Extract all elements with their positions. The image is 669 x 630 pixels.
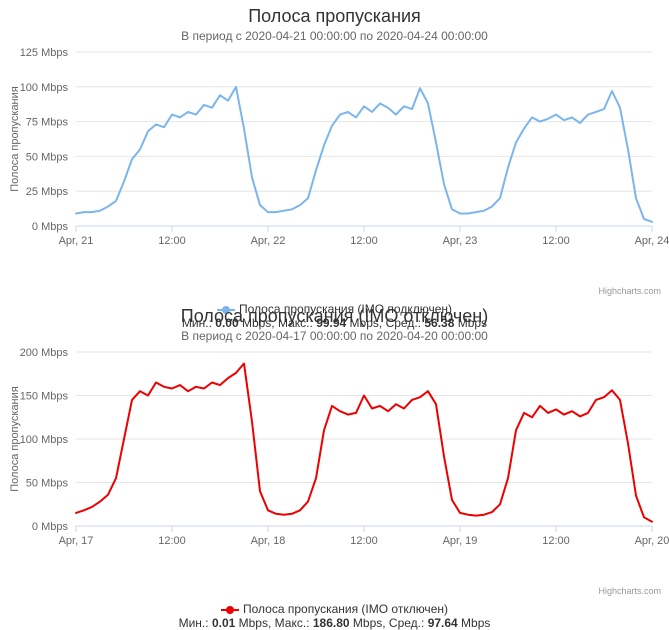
legend-marker-icon [221,604,239,616]
ytick-label: 150 Mbps [20,391,69,403]
charts-container: Полоса пропускания В период с 2020-04-21 … [0,0,669,600]
chart-subtitle: В период с 2020-04-21 00:00:00 по 2020-0… [181,29,488,43]
xtick-label: Apr, 20 [635,535,669,547]
legend-series[interactable]: Полоса пропускания (IMO отключен) [0,602,669,616]
credits-link[interactable]: Highcharts.com [598,586,661,596]
stat-max-label: Макс.: [275,616,310,630]
xtick-label: Apr, 21 [59,235,94,247]
xtick-label: Apr, 22 [251,235,286,247]
y-axis-label: Полоса пропускания [9,386,21,492]
xtick-label: Apr, 24 [635,235,669,247]
chart-svg: Полоса пропускания В период с 2020-04-21 … [0,0,669,300]
ytick-label: 0 Mbps [32,521,69,533]
xtick-label: Apr, 17 [59,535,94,547]
xtick-label: 12:00 [158,235,186,247]
stat-min-label: Мин.: [179,616,209,630]
xtick-label: 12:00 [350,535,378,547]
ytick-label: 75 Mbps [26,117,69,129]
xtick-label: Apr, 19 [443,535,478,547]
xtick-label: 12:00 [542,535,570,547]
series-line [76,87,652,222]
xtick-label: Apr, 18 [251,535,286,547]
legend-stats: Мин.: 0.01 Mbps, Макс.: 186.80 Mbps, Сре… [0,616,669,630]
xtick-label: 12:00 [542,235,570,247]
y-axis-label: Полоса пропускания [9,86,21,192]
chart-svg: Полоса пропускания (IMO отключен) В перио… [0,300,669,600]
ytick-label: 100 Mbps [20,82,69,94]
ytick-label: 100 Mbps [20,434,69,446]
ytick-label: 0 Mbps [32,221,69,233]
legend-series-name: Полоса пропускания (IMO отключен) [243,602,448,616]
xtick-label: 12:00 [350,235,378,247]
stat-min: 0.01 [212,616,235,630]
legend: Полоса пропускания (IMO отключен)Мин.: 0… [0,602,669,630]
ytick-label: 50 Mbps [26,151,69,163]
xtick-label: 12:00 [158,535,186,547]
stat-max: 186.80 [313,616,350,630]
stat-avg: 97.64 [428,616,458,630]
xtick-label: Apr, 23 [443,235,478,247]
ytick-label: 50 Mbps [26,478,69,490]
chart-subtitle: В период с 2020-04-17 00:00:00 по 2020-0… [181,329,488,343]
chart-1: Полоса пропускания (IMO отключен) В перио… [0,300,669,600]
chart-0: Полоса пропускания В период с 2020-04-21 … [0,0,669,300]
chart-title: Полоса пропускания (IMO отключен) [181,306,488,326]
ytick-label: 25 Mbps [26,186,69,198]
stat-avg-label: Сред.: [389,616,424,630]
chart-title: Полоса пропускания [248,6,421,26]
series-line [76,364,652,522]
ytick-label: 200 Mbps [20,347,69,359]
credits-link[interactable]: Highcharts.com [598,286,661,296]
ytick-label: 125 Mbps [20,47,69,59]
